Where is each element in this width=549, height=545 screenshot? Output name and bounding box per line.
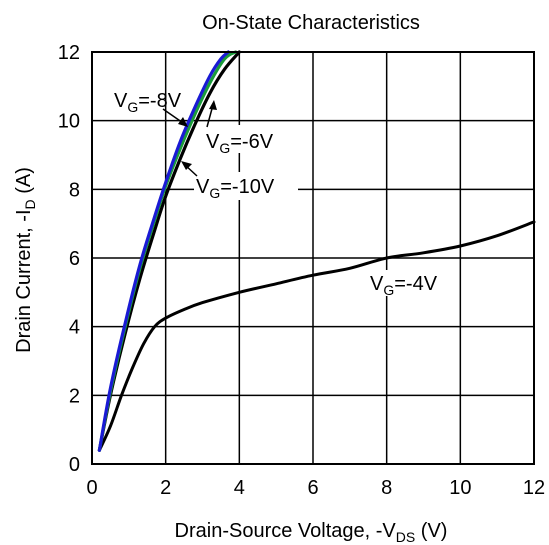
y-tick-label: 4 (69, 317, 80, 339)
label-vg-6: VG=-6V (206, 131, 274, 156)
y-axis-label: Drain Current, -ID (A) (13, 167, 38, 353)
arrowhead-vg-6 (209, 100, 217, 110)
x-tick-label: 4 (234, 477, 245, 499)
plot-frame (91, 51, 535, 465)
x-tick-label: 6 (307, 477, 318, 499)
chart-title: On-State Characteristics (202, 12, 420, 34)
y-tick-label: 12 (58, 42, 80, 64)
x-tick-label: 0 (86, 477, 97, 499)
label-vg-4: VG=-4V (370, 273, 438, 298)
label-vg-10: VG=-10V (196, 176, 275, 201)
grid (91, 51, 535, 465)
curves (97, 50, 536, 452)
x-tick-label: 2 (160, 477, 171, 499)
x-axis-label: Drain-Source Voltage, -VDS (V) (175, 520, 448, 545)
arrowhead-vg-8 (178, 117, 188, 127)
series-line-vg-10v (97, 50, 230, 452)
y-tick-labels: 0 2 4 6 8 10 12 (58, 42, 80, 476)
y-tick-label: 2 (69, 385, 80, 407)
x-tick-label: 12 (523, 477, 545, 499)
y-tick-label: 6 (69, 248, 80, 270)
series-line-vg-4v (97, 220, 536, 452)
y-tick-label: 8 (69, 179, 80, 201)
y-tick-label: 10 (58, 111, 80, 133)
arrowhead-vg-10 (181, 161, 192, 170)
x-tick-label: 8 (381, 477, 392, 499)
label-vg-8: VG=-8V (114, 90, 182, 115)
y-tick-label: 0 (69, 454, 80, 476)
x-tick-label: 10 (449, 477, 471, 499)
x-tick-labels: 0 2 4 6 8 10 12 (86, 477, 545, 499)
